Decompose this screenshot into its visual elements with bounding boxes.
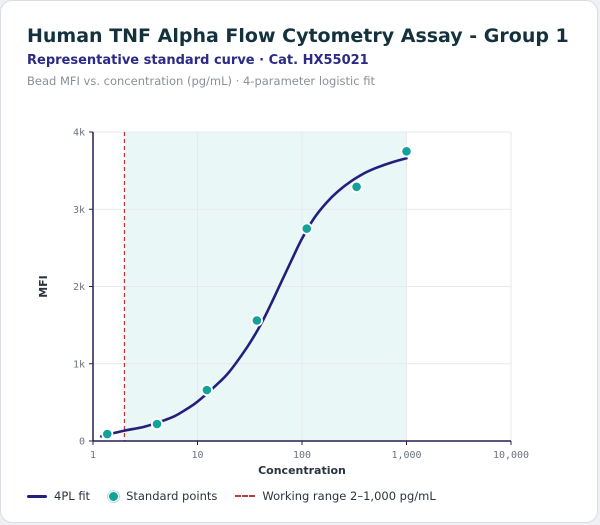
x-tick-label: 100	[293, 450, 311, 461]
legend-item-fit: 4PL fit	[27, 489, 90, 503]
legend-range-label: Working range 2–1,000 pg/mL	[262, 489, 436, 503]
y-tick-label: 0	[79, 437, 85, 448]
x-tick-label: 10	[191, 450, 203, 461]
legend: 4PL fit Standard points Working range 2–…	[27, 489, 454, 503]
dashed-line-swatch-icon	[235, 495, 256, 497]
standard-point	[400, 145, 413, 158]
fit-line-swatch-icon	[27, 494, 47, 498]
x-axis-title: Concentration	[258, 464, 346, 477]
legend-points-label: Standard points	[126, 489, 218, 503]
standard-curve-chart: 0 1k 2k 3k 4k 1 10 100 1,000 10,000 Concentration M…	[37, 128, 529, 478]
standard-point	[350, 180, 363, 193]
y-tick-label: 4k	[73, 128, 85, 139]
chart-subtitle: Representative standard curve · Cat. HX5…	[27, 53, 369, 68]
chart-note: Bead MFI vs. concentration (pg/mL) · 4-p…	[27, 74, 375, 88]
legend-item-range: Working range 2–1,000 pg/mL	[235, 489, 436, 503]
y-axis-title: MFI	[37, 275, 50, 298]
x-tick-label: 10,000	[493, 450, 529, 461]
standard-point	[101, 427, 114, 441]
point-swatch-icon	[108, 490, 120, 502]
standard-point	[300, 222, 313, 235]
legend-fit-label: 4PL fit	[54, 489, 91, 503]
standard-point	[150, 417, 164, 431]
x-tick-label: 1	[90, 450, 96, 461]
chart-title: Human TNF Alpha Flow Cytometry Assay - G…	[27, 25, 569, 47]
legend-item-points: Standard points	[108, 489, 217, 503]
x-tick-label: 1,000	[391, 450, 421, 461]
y-tick-label: 1k	[73, 359, 85, 370]
y-tick-label: 3k	[73, 205, 85, 216]
y-tick-label: 2k	[73, 282, 85, 293]
standard-point	[200, 383, 213, 397]
standard-point	[250, 314, 263, 327]
